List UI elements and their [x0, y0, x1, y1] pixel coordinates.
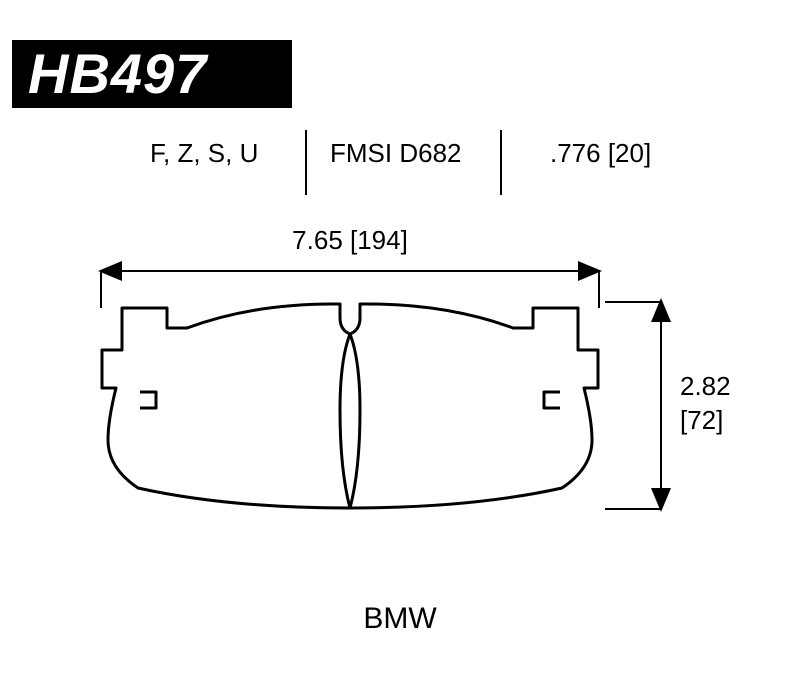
pad-center-divider — [340, 334, 360, 508]
height-value-mm: [72] — [680, 404, 731, 438]
spec-thickness: .776 [20] — [550, 138, 651, 169]
spec-divider — [500, 130, 502, 195]
pad-right-notch — [544, 392, 560, 408]
spec-fmsi: FMSI D682 — [330, 138, 462, 169]
dimension-line — [100, 270, 600, 272]
part-number-title: HB497 — [12, 40, 292, 108]
extension-line — [605, 508, 660, 510]
spec-row: F, Z, S, U FMSI D682 .776 [20] — [130, 130, 690, 200]
dimension-line — [660, 300, 662, 510]
brake-pad-diagram — [90, 300, 610, 515]
height-value: 2.82 — [680, 370, 731, 404]
width-dimension: 7.65 [194] — [100, 225, 600, 285]
spec-divider — [305, 130, 307, 195]
brand-label: BMW — [0, 602, 800, 636]
height-dimension-label: 2.82 [72] — [680, 370, 731, 438]
spec-compounds: F, Z, S, U — [150, 138, 258, 169]
pad-left-notch — [140, 392, 156, 408]
extension-line — [605, 301, 660, 303]
width-dimension-label: 7.65 [194] — [100, 225, 600, 256]
height-dimension: 2.82 [72] — [640, 300, 740, 510]
